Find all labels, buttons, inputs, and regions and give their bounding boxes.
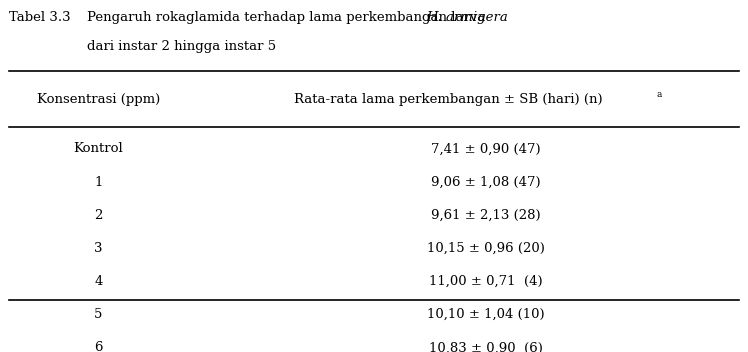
Text: Kontrol: Kontrol (73, 143, 123, 155)
Text: 5: 5 (94, 308, 102, 321)
Text: 3: 3 (94, 242, 102, 255)
Text: 9,06 ± 1,08 (47): 9,06 ± 1,08 (47) (431, 176, 541, 189)
Text: 4: 4 (94, 275, 102, 288)
Text: 2: 2 (94, 209, 102, 222)
Text: H. armigera: H. armigera (426, 11, 508, 24)
Text: 6: 6 (94, 341, 102, 352)
Text: a: a (657, 90, 662, 99)
Text: Tabel 3.3: Tabel 3.3 (9, 11, 70, 24)
Text: 10,83 ± 0,90  (6): 10,83 ± 0,90 (6) (429, 341, 543, 352)
Text: 10,10 ± 1,04 (10): 10,10 ± 1,04 (10) (427, 308, 545, 321)
Text: Konsentrasi (ppm): Konsentrasi (ppm) (37, 93, 160, 106)
Text: 11,00 ± 0,71  (4): 11,00 ± 0,71 (4) (429, 275, 542, 288)
Text: 7,41 ± 0,90 (47): 7,41 ± 0,90 (47) (431, 143, 541, 155)
Text: dari instar 2 hingga instar 5: dari instar 2 hingga instar 5 (87, 40, 276, 53)
Text: Pengaruh rokaglamida terhadap lama perkembangan larva: Pengaruh rokaglamida terhadap lama perke… (87, 11, 490, 24)
Text: 10,15 ± 0,96 (20): 10,15 ± 0,96 (20) (427, 242, 545, 255)
Text: 1: 1 (94, 176, 102, 189)
Text: Rata-rata lama perkembangan ± SB (hari) (n): Rata-rata lama perkembangan ± SB (hari) … (294, 93, 603, 106)
Text: 9,61 ± 2,13 (28): 9,61 ± 2,13 (28) (431, 209, 541, 222)
